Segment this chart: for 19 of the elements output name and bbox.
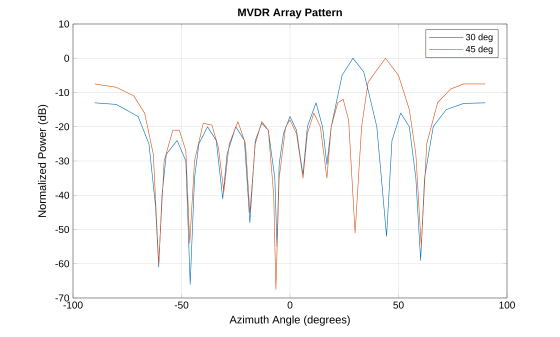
y-tick-label: -30	[55, 157, 70, 165]
y-tick-label: 10	[59, 20, 70, 28]
y-tick-label: -50	[55, 226, 70, 234]
y-tick-label: 0	[64, 54, 70, 62]
legend-label: 45 deg	[466, 46, 493, 54]
x-tick-label: 100	[499, 302, 515, 309]
y-tick-label: -60	[55, 260, 70, 268]
chart-title: MVDR Array Pattern	[238, 8, 342, 18]
y-tick-label: -20	[55, 123, 70, 130]
legend-label: 30 deg	[466, 34, 493, 42]
y-tick-label: -70	[55, 294, 70, 302]
y-axis-title: Normalized Power (dB)	[38, 104, 48, 217]
x-tick-label: -50	[174, 302, 188, 309]
y-tick-label: -40	[55, 192, 70, 199]
x-tick-label: 0	[288, 302, 292, 309]
x-tick-label: 50	[393, 302, 404, 309]
y-tick-label: -10	[55, 88, 70, 96]
x-axis-title: Azimuth Angle (degrees)	[229, 315, 350, 326]
x-tick-label: -100	[63, 302, 83, 309]
